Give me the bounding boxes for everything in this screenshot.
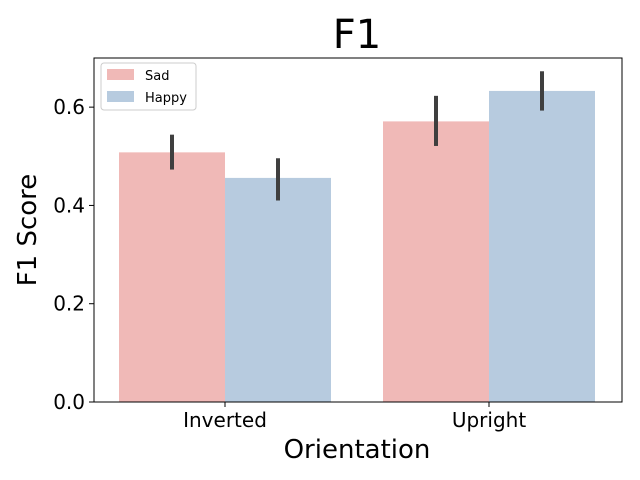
x-axis: Inverted Upright — [183, 402, 526, 432]
bar-happy-inverted — [225, 177, 331, 402]
legend: Sad Happy — [100, 62, 197, 111]
bars-layer — [119, 90, 595, 402]
y-axis-label: F1 Score — [13, 174, 43, 287]
x-tick-label: Inverted — [183, 408, 267, 432]
legend-label-sad: Sad — [145, 69, 169, 84]
plot-frame — [93, 57, 623, 403]
bar-happy-upright — [489, 90, 595, 402]
x-tick-label: Upright — [452, 408, 526, 432]
legend-swatch-sad — [107, 69, 134, 80]
y-axis: 0.0 0.2 0.4 0.6 — [53, 95, 94, 414]
y-tick-label: 0.6 — [53, 95, 85, 119]
y-tick-label: 0.2 — [53, 292, 85, 316]
bar-sad-inverted — [119, 152, 225, 402]
bar-sad-upright — [383, 121, 489, 402]
y-tick-label: 0.0 — [53, 390, 85, 414]
legend-swatch-happy — [107, 91, 134, 102]
chart-title: F1 — [333, 12, 381, 58]
legend-label-happy: Happy — [145, 91, 187, 106]
x-axis-label: Orientation — [284, 435, 431, 465]
y-tick-label: 0.4 — [53, 193, 85, 217]
error-bars-layer — [170, 71, 544, 201]
